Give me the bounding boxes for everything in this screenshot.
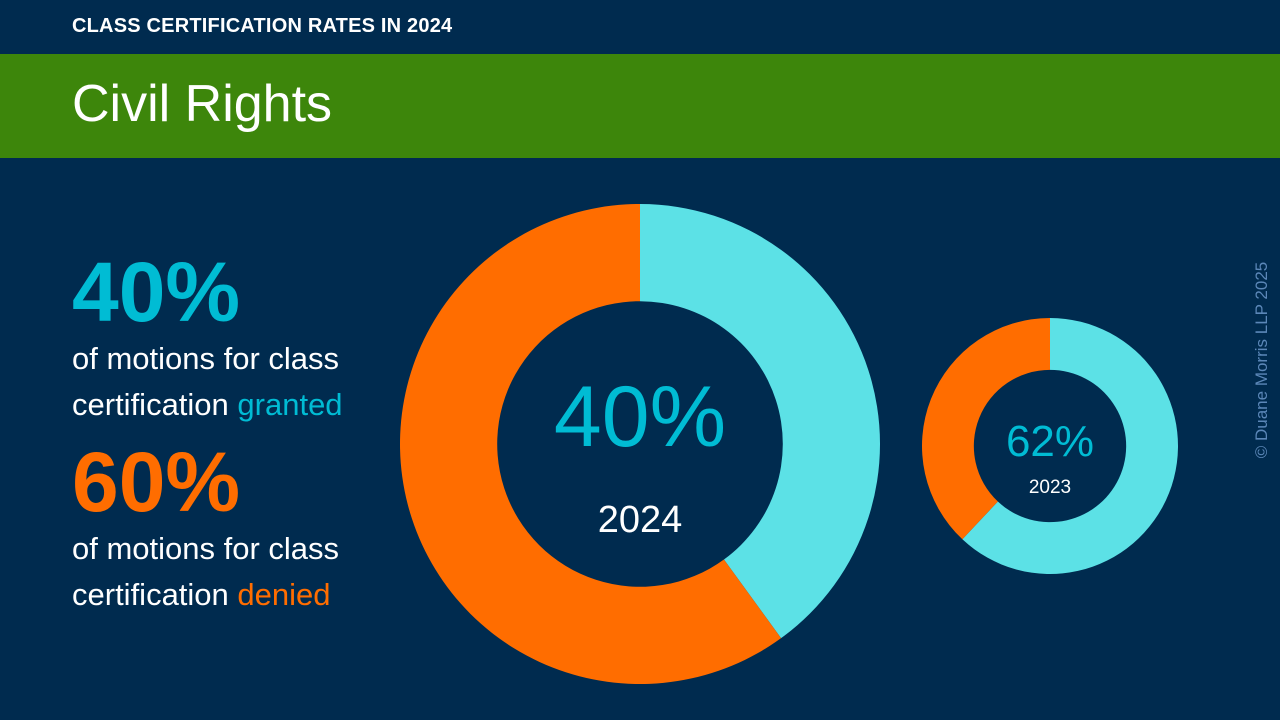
title-banner: Civil Rights: [0, 54, 1280, 158]
donut-2024-center-value: 40%: [554, 369, 726, 465]
eyebrow-title: CLASS CERTIFICATION RATES IN 2024: [72, 15, 453, 37]
granted-line-2: certification granted: [72, 382, 343, 428]
donut-2024-slice-granted: [640, 204, 880, 639]
denied-percent: 60%: [72, 435, 241, 529]
page-title: Civil Rights: [72, 75, 333, 133]
granted-line-1: of motions for class: [72, 341, 340, 376]
donut-2023-slice-denied: [922, 318, 1050, 540]
denied-keyword: denied: [237, 577, 331, 612]
donut-chart-2024: 40% 2024: [400, 204, 880, 684]
donut-2023-center-label: 2023: [1029, 477, 1071, 498]
denied-line-1: of motions for class: [72, 531, 340, 566]
denied-line-2: certification denied: [72, 572, 339, 618]
granted-percent: 40%: [72, 245, 241, 339]
donut-2024-slice-denied: [400, 204, 782, 684]
denied-description: of motions for class certification denie…: [72, 526, 339, 618]
denied-line-2-prefix: certification: [72, 577, 238, 612]
copyright-notice: © Duane Morris LLP 2025: [1252, 261, 1271, 459]
granted-description: of motions for class certification grant…: [72, 336, 343, 428]
donut-2023-center-value: 62%: [1006, 417, 1094, 466]
donut-2024-center-label: 2024: [598, 499, 683, 541]
donut-2023-slice-granted: [962, 318, 1178, 574]
donut-chart-2023: 62% 2023: [922, 318, 1178, 574]
denied-stat: 60% of motions for class certification d…: [72, 440, 339, 618]
granted-stat: 40% of motions for class certification g…: [72, 250, 343, 428]
granted-keyword: granted: [237, 387, 343, 422]
granted-line-2-prefix: certification: [72, 387, 238, 422]
